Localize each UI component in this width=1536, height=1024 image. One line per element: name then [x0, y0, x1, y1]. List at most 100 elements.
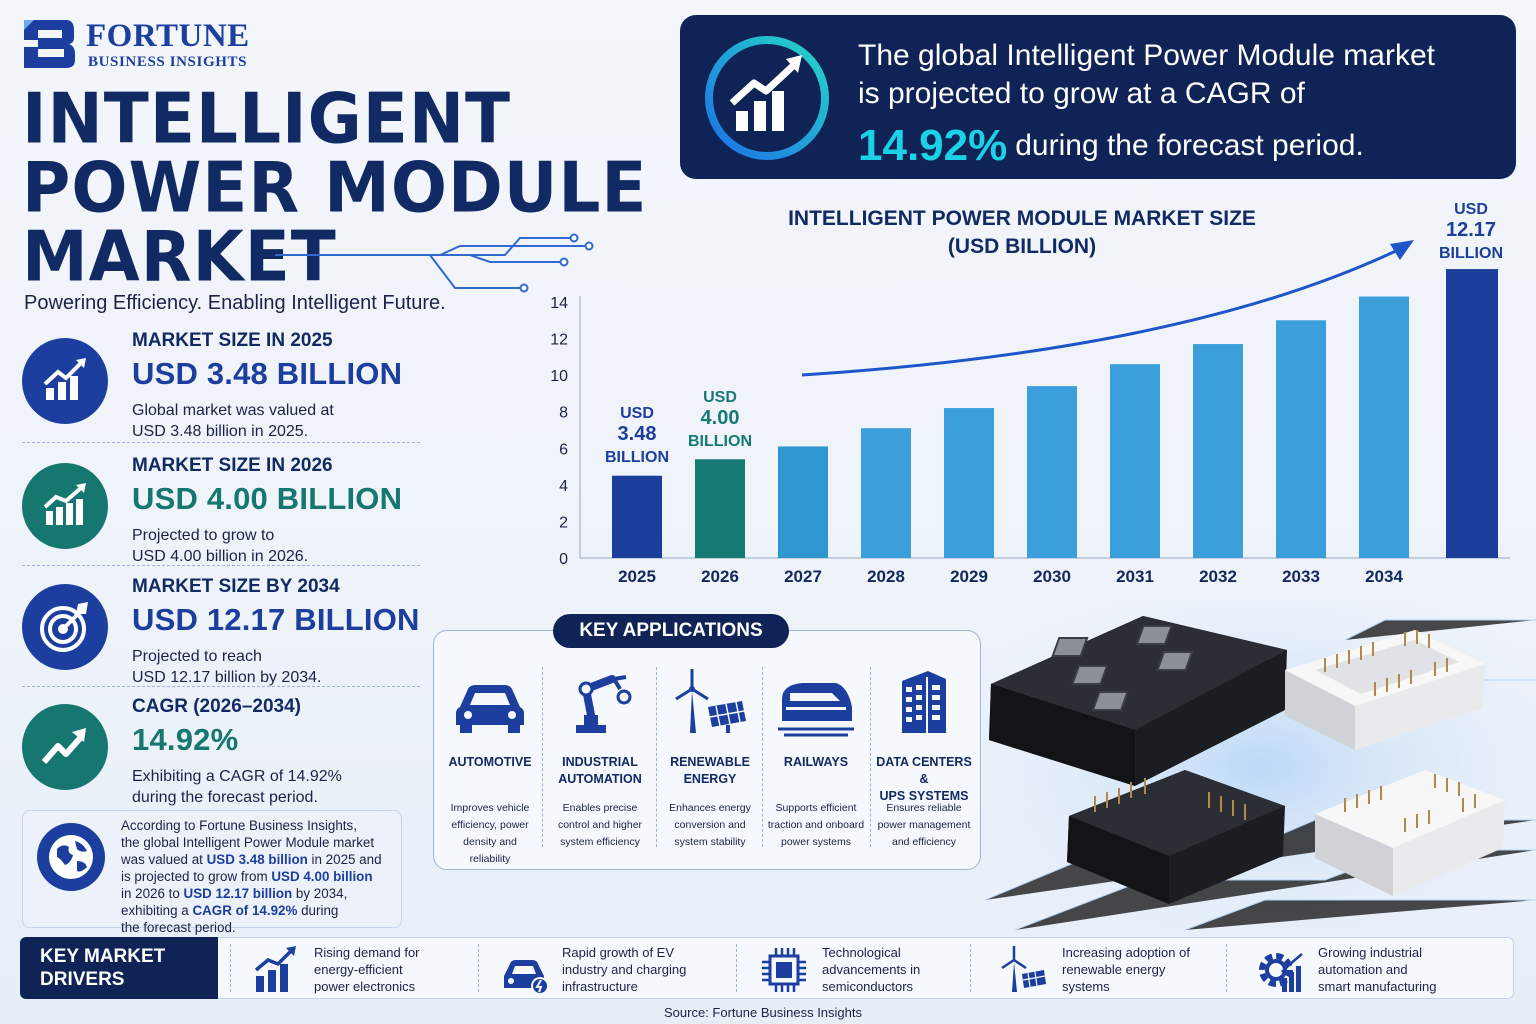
- app-desc: Enables precise control and higher system …: [557, 802, 643, 848]
- stat-card-2025: MARKET SIZE IN 2025 USD 3.48 BILLION Glo…: [22, 330, 422, 448]
- globe-icon: [37, 823, 105, 891]
- app-industrial-automation: INDUSTRIAL AUTOMATION Enables precise cont…: [546, 661, 654, 861]
- bar-2028: [861, 428, 911, 558]
- stat-card-2026: MARKET SIZE IN 2026 USD 4.00 BILLION Pro…: [22, 455, 422, 573]
- growth-arrow-line: [801, 246, 1403, 377]
- driver-text: Technological advancements in semiconducto…: [822, 945, 921, 994]
- divider: [22, 565, 420, 566]
- gear-chart-icon: [1259, 953, 1303, 992]
- y-tick-label: 4: [559, 478, 568, 495]
- separator: [970, 944, 971, 992]
- app-desc: Ensures reliable power management and effi…: [877, 802, 971, 848]
- building-icon: [902, 671, 946, 733]
- app-data-centers: DATA CENTERS & UPS SYSTEMS Ensures reliab…: [870, 661, 978, 861]
- separator: [542, 667, 543, 847]
- growth-ring-icon: [705, 36, 829, 160]
- stat-value: USD 4.00 BILLION: [132, 481, 403, 516]
- black-module-large: [989, 616, 1287, 786]
- app-renewable-energy: RENEWABLE ENERGY Enhances energy conversio…: [656, 661, 764, 861]
- page-title-line3: MARKET: [22, 215, 337, 298]
- stat-icon-circle: [22, 463, 108, 549]
- tagline: Powering Efficiency. Enabling Intelligen…: [24, 292, 446, 314]
- stat-label: MARKET SIZE IN 2025: [132, 330, 333, 351]
- key-applications-heading: KEY APPLICATIONS: [553, 614, 789, 648]
- data-label: BILLION: [605, 449, 669, 466]
- key-market-drivers-heading: KEY MARKET DRIVERS: [20, 937, 218, 999]
- white-module-bottom: [1315, 770, 1505, 896]
- stat-label: MARKET SIZE BY 2034: [132, 576, 340, 597]
- growth-arrow-head: [1390, 240, 1414, 260]
- x-tick-label: 2026: [701, 567, 739, 586]
- y-tick-label: 2: [559, 514, 568, 531]
- bar-2031: [1110, 364, 1160, 558]
- separator: [736, 944, 737, 992]
- bar-2025: [612, 475, 662, 558]
- y-tick-label: 14: [550, 295, 568, 312]
- chip-icon: [762, 948, 806, 992]
- x-tick-label: 2025: [618, 567, 656, 586]
- source-note: Source: Fortune Business Insights: [664, 1005, 862, 1020]
- page-title-line1: INTELLIGENT: [22, 77, 512, 160]
- stat-value: USD 12.17 BILLION: [132, 602, 420, 637]
- data-label: USD: [1454, 201, 1488, 218]
- app-name: DATA CENTERS & UPS SYSTEMS: [876, 755, 972, 803]
- app-name: RAILWAYS: [783, 755, 849, 769]
- white-module-top: [1285, 630, 1485, 750]
- data-label: USD: [620, 405, 654, 422]
- separator: [656, 667, 657, 847]
- brand-logo: FORTUNE BUSINESS INSIGHTS: [20, 16, 280, 72]
- x-tick-label: 2032: [1199, 567, 1237, 586]
- divider: [22, 686, 420, 687]
- stat-desc: Projected to grow to USD 4.00 billion in …: [132, 527, 309, 565]
- stat-icon-circle: [22, 704, 108, 790]
- bar-2027: [778, 446, 828, 558]
- target-icon: [40, 602, 88, 652]
- y-tick-label: 6: [559, 441, 568, 458]
- cagr-banner: The global Intelligent Power Module mark…: [680, 15, 1516, 179]
- app-name: AUTOMOTIVE: [448, 755, 532, 769]
- power-module-illustration: [985, 600, 1536, 932]
- app-desc: Supports efficient traction and onboard po…: [767, 802, 865, 848]
- y-tick-label: 12: [550, 332, 568, 349]
- wind-solar-icon: [675, 669, 746, 733]
- separator: [870, 667, 871, 847]
- stat-card-cagr: CAGR (2026–2034) 14.92% Exhibiting a CAG…: [22, 696, 422, 814]
- x-tick-label: 2031: [1116, 567, 1154, 586]
- train-icon: [778, 683, 854, 737]
- key-applications-panel: AUTOMOTIVE Improves vehicle efficiency, p…: [433, 630, 981, 870]
- page-title-line2: POWER MODULE: [22, 146, 648, 229]
- separator: [478, 944, 479, 992]
- bar-final: [1446, 269, 1498, 558]
- x-tick-label: 2029: [950, 567, 988, 586]
- y-tick-label: 10: [550, 368, 568, 385]
- app-name: INDUSTRIAL AUTOMATION: [558, 755, 642, 786]
- summary-text: According to Fortune Business Insights, …: [121, 818, 382, 935]
- stat-value: 14.92%: [132, 722, 239, 757]
- stat-icon-circle: [22, 338, 108, 424]
- driver-text: Growing industrial automation and smart ma…: [1318, 945, 1437, 994]
- stat-desc: Projected to reach USD 12.17 billion by 2…: [132, 648, 322, 686]
- separator: [762, 667, 763, 847]
- driver-text: Rapid growth of EV industry and charging i…: [562, 945, 687, 994]
- trend-arrow-icon: [41, 728, 86, 764]
- separator: [230, 944, 231, 992]
- app-desc: Enhances energy conversion and system stab…: [669, 802, 751, 848]
- market-size-bar-chart: 0 2 4 6 8 10 12 14 2025 2026 2027 2028 2029 2030 2031 2…: [550, 201, 1510, 586]
- app-name: RENEWABLE ENERGY: [670, 755, 750, 786]
- wind-solar-icon: [1001, 946, 1046, 992]
- bar-growth-icon: [43, 483, 86, 525]
- app-desc: Improves vehicle efficiency, power density…: [450, 802, 530, 865]
- banner-line2: is projected to grow at a CAGR of: [858, 77, 1305, 110]
- chart-title: INTELLIGENT POWER MODULE MARKET SIZE (US…: [788, 207, 1256, 258]
- stat-desc: Exhibiting a CAGR of 14.92% during the fo…: [132, 768, 342, 806]
- data-label: 12.17: [1446, 219, 1496, 241]
- bar-2029: [944, 408, 994, 558]
- bar-2026: [695, 459, 745, 558]
- data-label: BILLION: [1439, 245, 1503, 262]
- stat-value: USD 3.48 BILLION: [132, 356, 403, 391]
- bar-growth-icon: [43, 358, 86, 400]
- y-tick-label: 8: [559, 405, 568, 422]
- fbi-logo-icon: [24, 20, 75, 68]
- summary-box: According to Fortune Business Insights, …: [22, 810, 402, 935]
- stat-desc: Global market was valued at USD 3.48 bill…: [132, 402, 334, 440]
